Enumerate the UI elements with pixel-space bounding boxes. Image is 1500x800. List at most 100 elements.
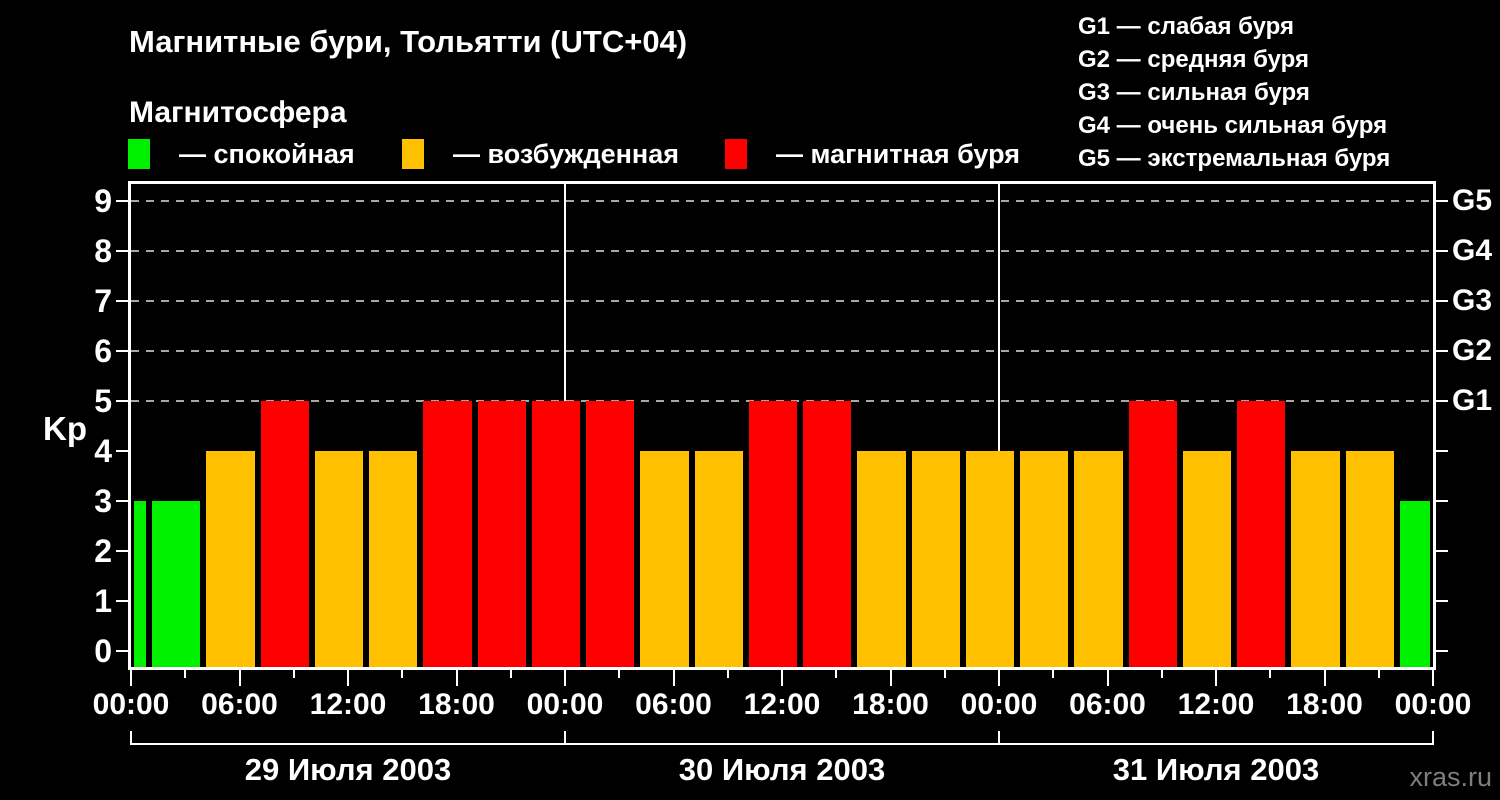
x-axis-major-tick: [1215, 670, 1217, 686]
y-axis-label: 6: [94, 333, 112, 369]
x-axis-major-tick: [130, 670, 132, 686]
page-title: Магнитные бури, Тольятти (UTC+04): [129, 24, 688, 59]
x-axis-hour-label: 12:00: [743, 688, 821, 721]
kp-bar: [1291, 451, 1340, 667]
day-bracket-line: [130, 743, 1434, 745]
g-level-label-G1: G1: [1452, 384, 1493, 417]
x-axis-hour-label: 18:00: [1286, 688, 1363, 721]
x-axis-major-tick: [238, 670, 241, 686]
kp-bar: [965, 451, 1015, 667]
legend-item-unsettled: — возбужденная: [402, 139, 679, 169]
right-axis-tick: [1436, 450, 1448, 452]
x-axis-minor-tick: [618, 670, 621, 678]
x-axis-minor-tick: [292, 670, 295, 678]
y-axis-label: 2: [94, 533, 112, 569]
kp-bar: [1399, 501, 1430, 667]
legend-item-quiet: — спокойная: [128, 139, 355, 169]
kp-bar: [694, 451, 743, 667]
y-axis-tick: [116, 450, 128, 452]
legend-swatch-storm: [725, 139, 747, 169]
kp-bar: [314, 451, 364, 667]
kp-bar: [1020, 451, 1069, 667]
right-axis-tick: [1436, 300, 1448, 302]
storm-scale-row: G3 — сильная буря: [1078, 79, 1310, 106]
x-axis-hour-label: 12:00: [309, 688, 387, 721]
kp-bar: [1128, 401, 1177, 667]
day-bracket-tick: [130, 731, 132, 743]
x-axis-minor-tick: [401, 670, 404, 678]
kp-bar: [423, 401, 472, 667]
plot-frame: [128, 181, 1436, 670]
legend-item-label: — магнитная буря: [776, 139, 1020, 169]
kp-bar: [531, 401, 581, 667]
y-axis-tick: [116, 650, 128, 652]
storm-scale-row: G2 — средняя буря: [1078, 46, 1309, 73]
y-axis-tick: [116, 350, 128, 352]
kp-bar: [369, 451, 418, 667]
kp-bar: [477, 401, 526, 667]
x-axis-hour-label: 06:00: [201, 688, 278, 721]
date-label: 29 Июля 2003: [244, 752, 452, 787]
day-bracket-tick: [1432, 731, 1434, 743]
day-bracket-tick: [998, 731, 1000, 743]
g-level-label-G3: G3: [1452, 284, 1493, 317]
x-axis-hour-label: 18:00: [418, 688, 495, 721]
storm-scale-row: G5 — экстремальная буря: [1078, 145, 1391, 172]
legend-item-storm: — магнитная буря: [725, 139, 1020, 169]
kp-gridline-7: [131, 300, 1433, 302]
kp-bar: [1182, 451, 1232, 667]
y-axis-label: 7: [94, 283, 112, 319]
kp-gridline-9: [131, 200, 1433, 202]
y-axis-label: 8: [94, 233, 112, 269]
kp-gridline-6: [131, 350, 1433, 352]
x-axis-hour-label: 00:00: [526, 688, 604, 721]
day-bracket-tick: [564, 731, 566, 743]
x-axis-major-tick: [347, 670, 349, 686]
x-axis-minor-tick: [1160, 670, 1163, 678]
legend-swatch-quiet: [128, 139, 150, 169]
magnetosphere-legend-title: Магнитосфера: [129, 96, 347, 129]
x-axis-major-tick: [998, 670, 1000, 686]
kp-bar: [1345, 451, 1394, 667]
x-axis-major-tick: [672, 670, 675, 686]
y-axis-tick: [116, 600, 128, 602]
kp-bar: [1074, 451, 1123, 667]
right-axis-tick: [1436, 250, 1448, 252]
storm-scale-legend: G1 — слабая буря G2 — средняя буря G3 — си…: [1078, 10, 1390, 175]
kp-bar: [640, 451, 689, 667]
x-axis-minor-tick: [726, 670, 729, 678]
x-axis-hour-label: 18:00: [852, 688, 929, 721]
x-axis-hour-label: 00:00: [960, 688, 1038, 721]
legend-swatch-unsettled: [402, 139, 424, 169]
y-axis-label: 1: [94, 583, 112, 619]
g-level-label-G2: G2: [1452, 334, 1493, 367]
x-axis-minor-tick: [1269, 670, 1272, 678]
kp-bar: [152, 501, 201, 667]
right-axis-tick: [1436, 350, 1448, 352]
y-axis-tick: [116, 500, 128, 502]
kp-bar: [206, 451, 255, 667]
legend-item-label: — возбужденная: [453, 139, 679, 169]
right-axis-tick: [1436, 400, 1448, 402]
x-axis-hour-label: 06:00: [635, 688, 712, 721]
x-axis-major-tick: [1323, 670, 1326, 686]
x-axis-major-tick: [455, 670, 458, 686]
x-axis-minor-tick: [1377, 670, 1380, 678]
y-axis-tick: [116, 300, 128, 302]
x-axis-major-tick: [564, 670, 566, 686]
storm-scale-row: G1 — слабая буря: [1078, 13, 1295, 40]
kp-gridline-8: [131, 250, 1433, 252]
kp-bar: [911, 451, 960, 667]
g-level-label-G4: G4: [1452, 234, 1493, 267]
x-axis-hour-label: 00:00: [1394, 688, 1472, 721]
kp-bar: [586, 401, 635, 667]
right-axis-tick: [1436, 650, 1448, 652]
legend-item-label: — спокойная: [179, 139, 355, 169]
y-axis-tick: [116, 200, 128, 202]
y-axis-label: 3: [94, 483, 112, 519]
y-axis-label: 5: [94, 383, 112, 419]
date-label: 31 Июля 2003: [1112, 752, 1320, 787]
day-separator-line: [998, 184, 1000, 667]
x-axis-hour-label: 12:00: [1177, 688, 1255, 721]
